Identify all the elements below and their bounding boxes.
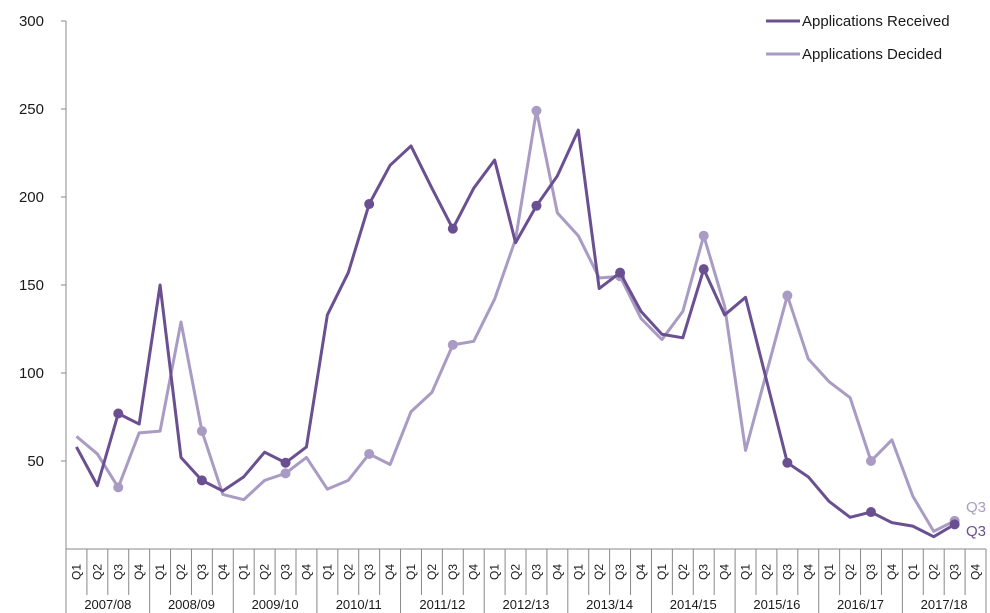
x-tick-label-quarter: Q2	[341, 564, 355, 580]
x-tick-label-quarter: Q1	[571, 564, 585, 580]
data-point-q3	[531, 200, 542, 211]
x-tick-label-quarter: Q3	[864, 564, 878, 580]
data-point-q3	[782, 457, 793, 468]
data-point-q3	[866, 507, 876, 518]
x-tick-label-year: 2008/09	[168, 597, 215, 612]
y-tick-label: 50	[27, 453, 44, 470]
x-tick-label-quarter: Q3	[697, 564, 711, 580]
legend-label: Applications Decided	[802, 46, 942, 63]
x-tick-label-year: 2010/11	[336, 597, 382, 612]
x-tick-label-quarter: Q2	[843, 564, 857, 580]
data-point-q3	[196, 475, 207, 486]
x-tick-label-quarter: Q4	[801, 564, 815, 580]
x-tick-label-quarter: Q4	[383, 564, 397, 580]
x-tick-label-quarter: Q1	[404, 564, 418, 580]
x-tick-label-quarter: Q2	[676, 564, 690, 580]
x-tick-label-quarter: Q4	[550, 564, 564, 580]
x-tick-label-quarter: Q4	[885, 564, 899, 580]
x-tick-label-quarter: Q1	[739, 564, 753, 580]
series-end-label: Q3	[966, 523, 986, 540]
y-tick-label: 300	[19, 13, 44, 30]
x-tick-label-quarter: Q1	[906, 564, 920, 580]
x-tick-label-quarter: Q4	[718, 564, 732, 580]
x-tick-label-quarter: Q2	[759, 564, 773, 580]
x-tick-label-year: 2011/12	[419, 597, 465, 612]
x-tick-label-year: 2009/10	[252, 597, 299, 612]
y-tick-label: 250	[19, 101, 44, 118]
x-tick-label-year: 2016/17	[837, 597, 884, 612]
x-tick-label-quarter: Q3	[613, 564, 627, 580]
x-tick-label-quarter: Q2	[927, 564, 941, 580]
x-tick-label-year: 2013/14	[586, 597, 633, 612]
x-tick-label-quarter: Q1	[69, 564, 83, 580]
series-end-label: Q3	[966, 499, 986, 516]
data-point-q3	[280, 468, 291, 479]
x-tick-label-quarter: Q2	[174, 564, 188, 580]
x-tick-label-quarter: Q2	[592, 564, 606, 580]
x-tick-label-quarter: Q4	[216, 564, 230, 580]
x-tick-label-quarter: Q4	[969, 564, 983, 580]
series-line	[75, 128, 956, 539]
legend-label: Applications Received	[802, 13, 950, 30]
data-point-q3	[531, 105, 542, 116]
data-point-q3	[364, 448, 375, 459]
x-tick-label-quarter: Q3	[948, 564, 962, 580]
data-point-q3	[113, 482, 124, 493]
data-point-q3	[364, 199, 375, 210]
x-tick-label-quarter: Q3	[446, 564, 460, 580]
x-tick-label-quarter: Q3	[111, 564, 125, 580]
x-tick-label-quarter: Q4	[299, 564, 313, 580]
x-tick-label-quarter: Q2	[509, 564, 523, 580]
y-tick-label: 200	[19, 189, 44, 206]
data-point-q3	[866, 456, 876, 466]
series-line	[75, 109, 956, 533]
data-point-q3	[280, 457, 291, 468]
data-point-q3	[782, 290, 793, 301]
x-tick-label-quarter: Q4	[634, 564, 648, 580]
data-point-q3	[447, 223, 458, 234]
y-tick-label: 150	[19, 277, 44, 294]
series-applications-decided: Q3	[75, 105, 986, 533]
x-tick-label-quarter: Q3	[195, 564, 209, 580]
x-tick-label-year: 2007/08	[84, 597, 131, 612]
data-point-q3	[113, 408, 124, 419]
data-point-q3	[698, 230, 709, 241]
x-tick-label-quarter: Q1	[320, 564, 334, 580]
x-tick-label-quarter: Q4	[132, 564, 146, 580]
x-tick-label-quarter: Q3	[279, 564, 293, 580]
data-point-q3	[949, 519, 960, 530]
x-tick-label-quarter: Q1	[237, 564, 251, 580]
x-tick-label-quarter: Q1	[822, 564, 836, 580]
legend: Applications Received Applications Decide…	[766, 13, 950, 63]
x-tick-label-quarter: Q1	[153, 564, 167, 580]
x-tick-label-quarter: Q2	[425, 564, 439, 580]
x-tick-label-quarter: Q3	[780, 564, 794, 580]
data-point-q3	[698, 264, 709, 275]
series-applications-received: Q3	[75, 128, 986, 540]
x-tick-label-quarter: Q1	[488, 564, 502, 580]
data-point-q3	[447, 339, 458, 350]
data-point-q3	[615, 267, 626, 278]
x-tick-label-year: 2012/13	[503, 597, 550, 612]
y-tick-label: 100	[19, 365, 44, 382]
x-tick-label-quarter: Q2	[258, 564, 272, 580]
data-point-q3	[196, 426, 207, 437]
x-tick-label-quarter: Q3	[529, 564, 543, 580]
x-tick-label-year: 2015/16	[753, 597, 800, 612]
x-tick-label-year: 2017/18	[921, 597, 968, 612]
x-tick-label-quarter: Q1	[655, 564, 669, 580]
x-tick-label-quarter: Q4	[467, 564, 481, 580]
x-tick-label-year: 2014/15	[670, 597, 717, 612]
x-tick-label-quarter: Q3	[362, 564, 376, 580]
x-tick-label-quarter: Q2	[90, 564, 104, 580]
